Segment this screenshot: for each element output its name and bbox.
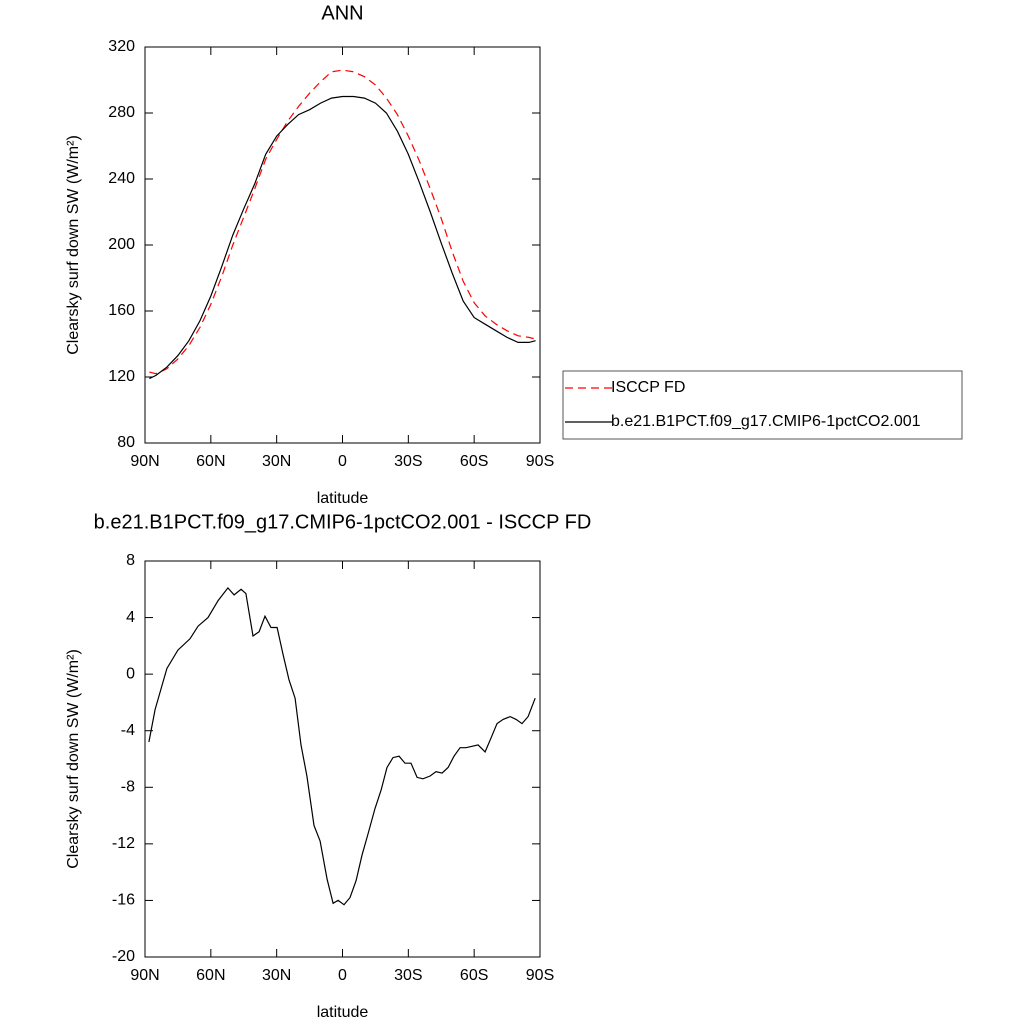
y-tick-label: -16 — [112, 892, 135, 909]
y-tick-label: 8 — [126, 552, 135, 569]
y-axis-label: Clearsky surf down SW (W/m²) — [65, 649, 82, 869]
x-tick-label: 30N — [262, 453, 291, 470]
x-tick-label: 90N — [130, 967, 159, 984]
legend-box — [562, 370, 963, 440]
data-line — [149, 69, 536, 375]
x-tick-label: 60S — [460, 967, 488, 984]
legend-label: ISCCP FD — [611, 379, 685, 396]
legend-label: b.e21.B1PCT.f09_g17.CMIP6-1pctCO2.001 — [611, 413, 921, 430]
x-tick-label: 90N — [130, 453, 159, 470]
x-tick-label: 90S — [526, 453, 554, 470]
y-tick-label: 120 — [108, 368, 135, 385]
y-axis-label: Clearsky surf down SW (W/m²) — [65, 135, 82, 355]
x-tick-label: 60S — [460, 453, 488, 470]
chart-title: b.e21.B1PCT.f09_g17.CMIP6-1pctCO2.001 - … — [94, 511, 592, 533]
x-tick-label: 30S — [394, 967, 422, 984]
y-tick-label: 200 — [108, 236, 135, 253]
x-tick-label: 60N — [196, 453, 225, 470]
y-tick-label: 160 — [108, 302, 135, 319]
y-tick-label: -20 — [112, 948, 135, 965]
x-tick-label: 0 — [338, 453, 347, 470]
y-tick-label: 4 — [126, 609, 135, 626]
y-tick-label: 80 — [117, 434, 135, 451]
chart-title: ANN — [321, 2, 363, 24]
x-tick-label: 30N — [262, 967, 291, 984]
x-tick-label: 0 — [338, 967, 347, 984]
y-tick-label: -12 — [112, 835, 135, 852]
y-tick-label: -4 — [121, 722, 135, 739]
y-tick-label: 280 — [108, 104, 135, 121]
x-tick-label: 30S — [394, 453, 422, 470]
data-line — [149, 95, 536, 380]
x-axis-label: latitude — [317, 490, 369, 507]
x-tick-label: 60N — [196, 967, 225, 984]
y-tick-label: 240 — [108, 170, 135, 187]
x-tick-label: 90S — [526, 967, 554, 984]
y-tick-label: -8 — [121, 779, 135, 796]
x-axis-label: latitude — [317, 1004, 369, 1021]
plot-frame — [144, 46, 541, 444]
data-line — [148, 586, 536, 906]
y-tick-label: 0 — [126, 665, 135, 682]
y-tick-label: 320 — [108, 38, 135, 55]
